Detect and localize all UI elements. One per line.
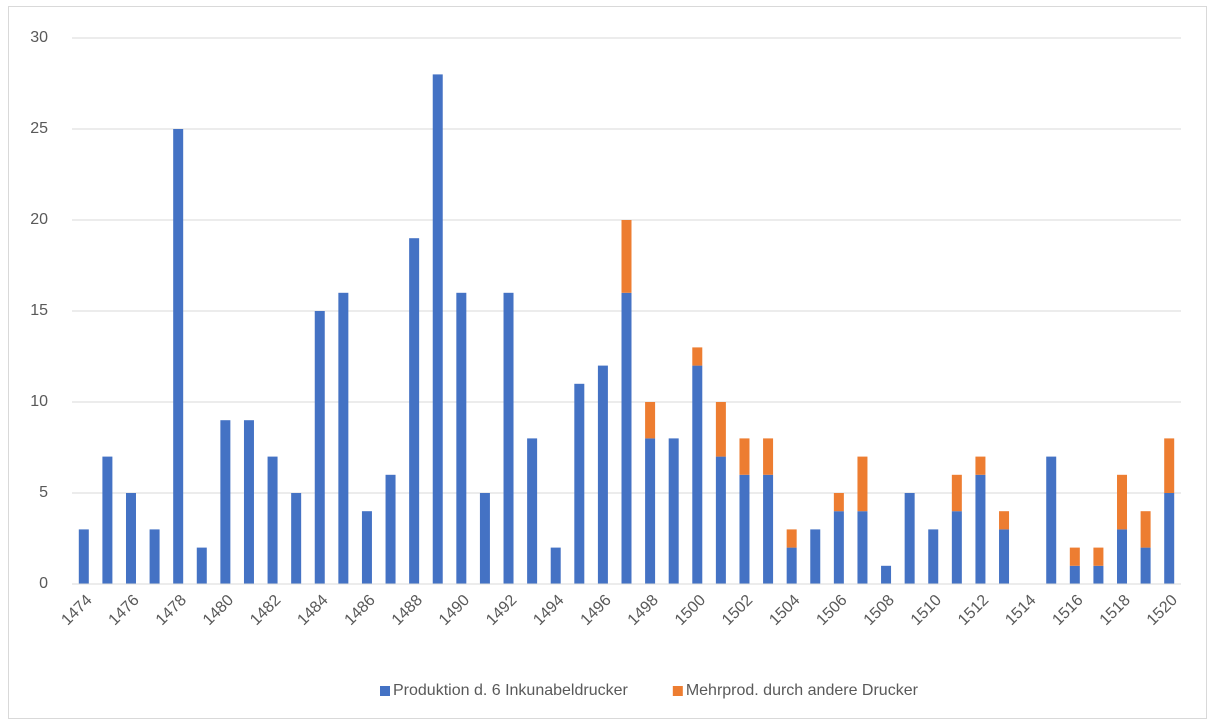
bar-segment	[928, 529, 939, 584]
bar-segment	[243, 420, 254, 584]
bar-segment	[432, 74, 443, 585]
bar-segment	[456, 292, 467, 584]
bar-segment	[786, 547, 797, 584]
bar-segment	[1117, 474, 1128, 530]
bar-segment	[1117, 529, 1128, 584]
bar-segment	[149, 529, 160, 584]
y-tick-label: 25	[30, 120, 48, 137]
bar-segment	[833, 493, 844, 512]
bar-segment	[1093, 547, 1104, 566]
bar-segment	[1140, 547, 1151, 584]
legend-label: Produktion d. 6 Inkunabeldrucker	[393, 682, 628, 699]
bar-segment	[267, 456, 278, 584]
bar-segment	[220, 420, 231, 584]
bar-segment	[361, 511, 372, 584]
legend-label: Mehrprod. durch andere Drucker	[686, 682, 919, 699]
bar-segment	[739, 438, 750, 475]
bar-segment	[1164, 438, 1175, 493]
bar-segment	[999, 511, 1010, 530]
bar-segment	[715, 402, 726, 457]
bar-segment	[1046, 456, 1057, 584]
legend-swatch	[672, 686, 683, 696]
bar-segment	[999, 529, 1010, 584]
bar-segment	[503, 292, 514, 584]
bar-segment	[857, 456, 868, 512]
bar-segment	[763, 474, 774, 584]
y-tick-label: 15	[30, 302, 48, 319]
bar-segment	[125, 493, 136, 584]
bar-segment	[739, 474, 750, 584]
bar-segment	[833, 511, 844, 584]
bar-segment	[102, 456, 113, 584]
legend-swatch	[380, 686, 390, 696]
y-tick-label: 10	[30, 393, 48, 410]
bar-segment	[1140, 511, 1151, 548]
bar-segment	[881, 565, 892, 584]
bar-segment	[857, 511, 868, 584]
bar-segment	[668, 438, 679, 584]
y-tick-label: 20	[30, 211, 48, 228]
bar-segment	[692, 365, 703, 584]
bar-segment	[715, 456, 726, 584]
bar-segment	[1164, 493, 1175, 584]
y-tick-label: 5	[39, 484, 48, 501]
bar-segment	[1069, 547, 1080, 566]
chart-border	[8, 6, 1207, 719]
bar-segment	[574, 383, 585, 584]
bar-segment	[951, 474, 962, 512]
bar-segment	[1093, 565, 1104, 584]
bar-segment	[621, 292, 632, 584]
bar-segment	[479, 493, 490, 584]
bar-segment	[291, 493, 302, 584]
bar-segment	[904, 493, 915, 584]
bar-segment	[975, 474, 986, 584]
bar-segment	[645, 402, 656, 439]
bar-segment	[409, 238, 420, 584]
y-tick-label: 0	[39, 575, 48, 592]
bar-segment	[527, 438, 538, 584]
bar-segment	[692, 347, 703, 366]
bar-segment	[951, 511, 962, 584]
bar-segment	[173, 129, 184, 584]
bar-segment	[78, 529, 89, 584]
bar-segment	[621, 220, 632, 293]
bar-segment	[763, 438, 774, 475]
bar-segment	[338, 292, 349, 584]
bar-segment	[385, 474, 396, 584]
bar-segment	[645, 438, 656, 584]
bar-segment	[975, 456, 986, 475]
bar-segment	[597, 365, 608, 584]
bar-segment	[314, 311, 325, 584]
bar-segment	[1069, 565, 1080, 584]
bar-segment	[810, 529, 821, 584]
bar-segment	[550, 547, 561, 584]
bar-segment	[196, 547, 207, 584]
y-tick-label: 30	[30, 29, 48, 46]
bar-segment	[786, 529, 797, 548]
